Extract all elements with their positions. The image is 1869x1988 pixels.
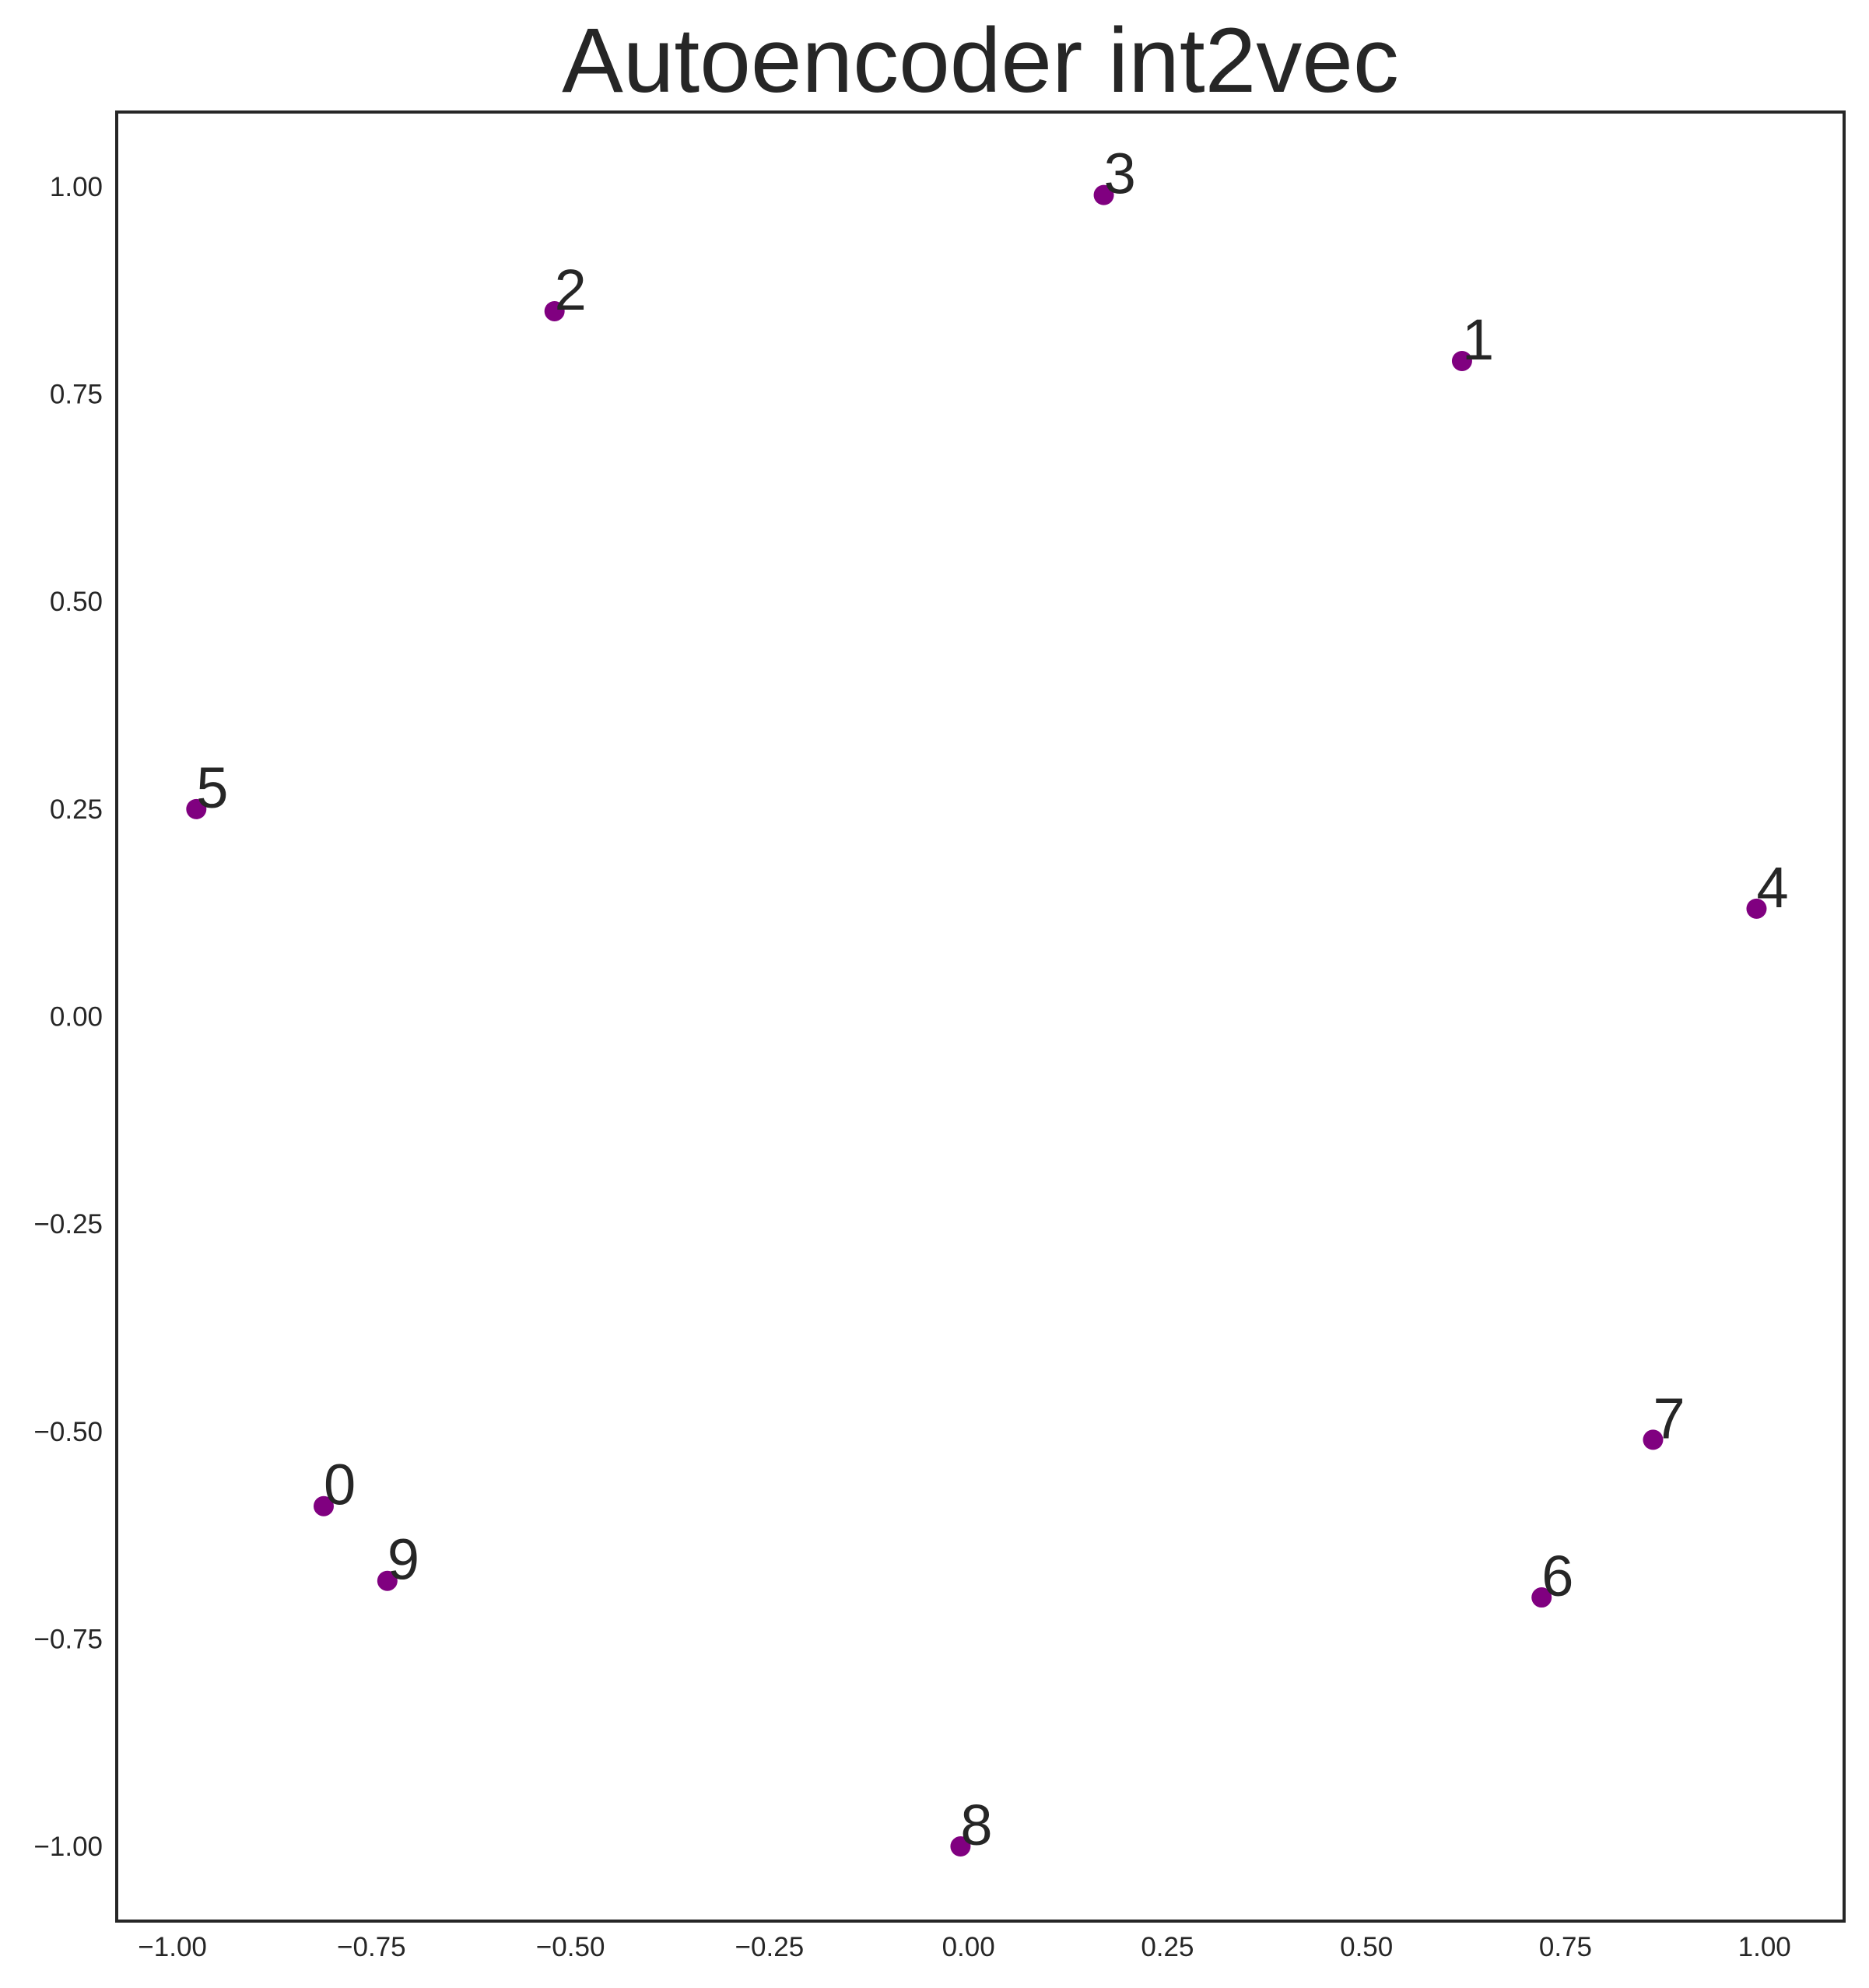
x-tick-label: −0.25	[735, 1932, 805, 1962]
x-tick-label: 0.75	[1539, 1932, 1592, 1962]
y-tick-label: 0.00	[50, 1002, 103, 1033]
point-label-6: 6	[1541, 1544, 1573, 1608]
scatter-point-7	[1643, 1429, 1664, 1450]
point-label-1: 1	[1462, 307, 1494, 372]
y-axis-ticks: 1.00 0.75 0.50 0.25 0.00 −0.25 −0.50 −0.75 −1.00	[33, 172, 103, 1862]
point-label-0: 0	[324, 1453, 356, 1517]
scatter-point-0	[313, 1495, 334, 1516]
point-label-8: 8	[960, 1793, 992, 1857]
y-tick-label: 0.75	[50, 380, 103, 410]
point-label-5: 5	[196, 756, 228, 820]
data-points: 0 1 2 3 4 5 6 7 8 9	[186, 142, 1789, 1857]
plot-frame	[115, 110, 1846, 1923]
scatter-point-2	[544, 300, 565, 321]
scatter-point-3	[1093, 184, 1114, 205]
x-axis-ticks: −1.00 −0.75 −0.50 −0.25 0.00 0.25 0.50 0.75 1.00	[138, 1932, 1790, 1962]
x-tick-label: 0.50	[1340, 1932, 1393, 1962]
x-tick-label: −0.75	[337, 1932, 406, 1962]
y-tick-label: 0.50	[50, 587, 103, 617]
y-tick-label: 1.00	[50, 172, 103, 202]
x-tick-label: −0.50	[536, 1932, 605, 1962]
point-label-3: 3	[1104, 142, 1136, 206]
x-tick-label: −1.00	[138, 1932, 207, 1962]
scatter-point-4	[1746, 898, 1767, 919]
y-tick-label: −0.50	[33, 1417, 103, 1447]
scatter-point-5	[186, 798, 207, 819]
scatter-point-9	[377, 1570, 398, 1591]
y-tick-label: −0.75	[33, 1624, 103, 1654]
point-label-4: 4	[1756, 855, 1788, 920]
scatter-point-8	[950, 1836, 971, 1857]
scatter-point-6	[1531, 1587, 1552, 1608]
point-label-2: 2	[555, 258, 587, 322]
x-tick-label: 1.00	[1738, 1932, 1791, 1962]
chart-title: Autoencoder int2vec	[562, 9, 1399, 112]
y-tick-label: −1.00	[33, 1832, 103, 1862]
x-tick-label: 0.25	[1141, 1932, 1194, 1962]
point-label-9: 9	[387, 1527, 419, 1592]
x-tick-label: 0.00	[942, 1932, 995, 1962]
point-label-7: 7	[1653, 1386, 1685, 1450]
y-tick-label: 0.25	[50, 794, 103, 825]
scatter-point-1	[1451, 350, 1472, 371]
y-tick-label: −0.25	[33, 1209, 103, 1239]
